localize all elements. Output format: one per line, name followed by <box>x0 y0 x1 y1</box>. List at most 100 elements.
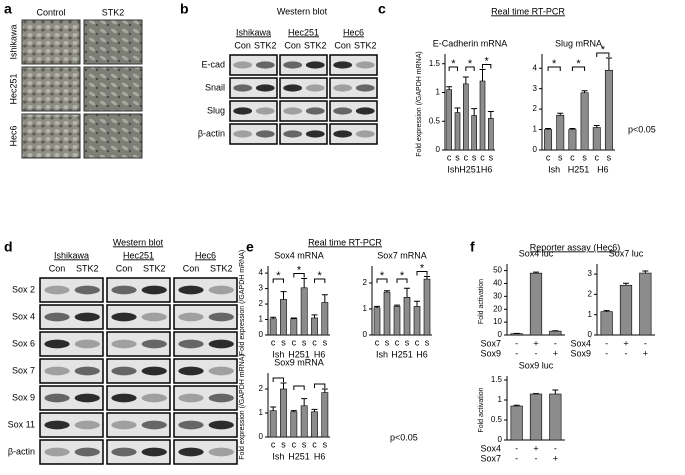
group-label: Ish <box>548 164 560 174</box>
group-label: H6 <box>597 164 609 174</box>
x-tick-label: c <box>415 337 420 347</box>
protein-label: Sox 11 <box>8 419 35 429</box>
lane-label: Con <box>284 40 301 50</box>
x-tick-label: s <box>405 337 410 347</box>
significance-mark: * <box>420 262 425 274</box>
bar <box>556 114 565 151</box>
error-bar <box>374 305 380 308</box>
blot-strip <box>279 123 328 145</box>
bar <box>529 272 543 336</box>
panel-label: d <box>4 239 13 255</box>
blot-band <box>233 84 253 92</box>
y-tick-label: 3 <box>533 84 538 93</box>
x-tick-label: c <box>271 439 276 449</box>
significance-bracket <box>482 64 492 69</box>
treatment-sign: - <box>644 338 647 348</box>
chart-title: Sox4 mRNA <box>274 250 324 260</box>
bar <box>488 118 494 151</box>
bar <box>580 92 589 151</box>
y-tick-label: 0 <box>363 330 368 339</box>
blot-band <box>44 285 70 295</box>
blot-band <box>44 420 70 430</box>
y-axis-label: Fold activation <box>478 279 485 324</box>
y-tick-label: 3 <box>588 269 593 278</box>
blot-band <box>208 420 234 430</box>
micrograph <box>21 19 81 65</box>
treatment-label: Sox4 <box>480 443 501 453</box>
bar <box>568 129 577 151</box>
group-label: H6 <box>416 349 428 359</box>
blot-band <box>178 393 204 403</box>
y-tick-label: 50 <box>493 266 502 275</box>
significance-bracket <box>314 383 326 388</box>
blot-strip <box>229 100 278 122</box>
y-tick-label: 0.5 <box>429 116 441 125</box>
x-tick-label: c <box>546 152 551 162</box>
blot-band <box>283 84 303 92</box>
significance-note: p<0.05 <box>390 432 418 442</box>
blot-band <box>141 447 167 457</box>
blot-band <box>44 447 70 457</box>
panel-title: Real time RT-PCR <box>491 6 565 16</box>
y-tick-label: 0.5 <box>491 415 503 424</box>
error-bar <box>603 310 610 312</box>
y-tick-label: 1 <box>363 304 368 313</box>
protein-label: Sox 2 <box>12 284 35 294</box>
error-bar <box>280 291 287 300</box>
protein-label: Sox 4 <box>12 311 35 321</box>
bar <box>290 318 298 336</box>
group-label: H251 <box>288 451 310 461</box>
blot-band <box>111 285 137 295</box>
x-tick-label: s <box>455 152 460 162</box>
significance-note: p<0.05 <box>628 124 656 134</box>
treatment-sign: - <box>535 348 538 358</box>
blot-band <box>141 420 167 430</box>
error-bar <box>290 317 297 319</box>
error-bar <box>394 304 400 307</box>
lane-label: Con <box>49 263 66 273</box>
error-bar <box>593 124 600 128</box>
bar <box>510 333 523 336</box>
y-tick-label: 1.5 <box>491 375 503 384</box>
protein-label: Slug <box>207 105 225 115</box>
panel-label: f <box>470 239 475 255</box>
chart-title: Sox7 luc <box>609 248 644 258</box>
error-bar <box>270 316 277 319</box>
blot-band <box>44 312 70 322</box>
error-bar <box>487 110 494 119</box>
blot-band <box>111 366 137 376</box>
y-tick-label: 1 <box>436 88 441 97</box>
blot-band <box>283 107 303 115</box>
bar <box>311 317 318 336</box>
bar <box>446 89 452 151</box>
blot-band <box>233 107 253 115</box>
cell-line-label: Ishikawa <box>236 27 271 37</box>
cell-line-label: Hec6 <box>343 27 364 37</box>
significance-bracket <box>465 66 475 71</box>
panel-label: c <box>378 1 386 17</box>
panel-title: Western blot <box>113 237 164 247</box>
blot-strip <box>329 54 378 76</box>
lane-label: STK2 <box>76 263 99 273</box>
significance-mark: * <box>576 58 581 70</box>
y-tick-label: 30 <box>493 291 502 300</box>
cell-line-label: Hec6 <box>195 250 216 260</box>
bar <box>544 129 553 151</box>
blot-band <box>233 61 253 69</box>
treatment-sign: - <box>605 348 608 358</box>
y-tick-label: 1 <box>533 125 538 134</box>
y-tick-label: 0 <box>498 435 503 444</box>
group-label: H6 <box>314 451 326 461</box>
significance-bracket <box>571 66 586 71</box>
blot-strip <box>229 123 278 145</box>
bar <box>471 115 477 151</box>
significance-mark: * <box>297 264 302 276</box>
y-tick-label: 0 <box>436 145 441 154</box>
significance-mark: * <box>601 44 606 56</box>
x-tick-label: c <box>595 152 600 162</box>
x-tick-label: c <box>271 337 276 347</box>
treatment-sign: + <box>553 348 558 358</box>
bar <box>454 112 461 151</box>
significance-mark: * <box>380 270 385 282</box>
